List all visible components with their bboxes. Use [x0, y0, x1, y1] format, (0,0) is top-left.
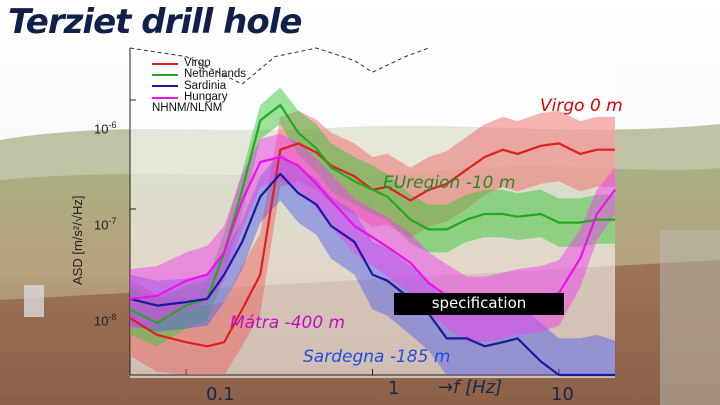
legend-item-nhnm: NHNM/NLNM: [152, 102, 246, 115]
y-axis-label: ASD [m/s²/√Hz]: [70, 195, 85, 285]
legend-swatch-hungary: [152, 96, 178, 99]
legend-label: Hungary: [184, 90, 228, 103]
annotation-euregion: EUregion -10 m: [383, 173, 516, 193]
series-line-virgo: [129, 142, 615, 348]
y-tick-exponent: -7: [108, 216, 117, 226]
legend-swatch-netherlands: [152, 73, 178, 76]
band-virgo: [130, 110, 615, 375]
series-line-sardinia: [129, 172, 615, 377]
annotation-matra: Mátra -400 m: [230, 313, 346, 333]
legend-label: NHNM/NLNM: [152, 102, 223, 115]
x-tick-label: 10: [551, 384, 574, 405]
y-tick-base: 10: [94, 313, 109, 329]
series-line-nhnm: [129, 47, 429, 85]
specification-label: specification: [394, 293, 564, 315]
y-tick-label: 10-8: [94, 312, 116, 328]
legend-label: Virgo: [184, 57, 211, 69]
chart-legend: Virgo Netherlands Sardinia Hungary NHNM/…: [152, 57, 247, 115]
slide-title: Terziet drill hole: [8, 2, 302, 42]
legend-label: Sardinia: [184, 79, 227, 92]
y-tick-label: 10-7: [94, 216, 116, 232]
y-tick-base: 10: [94, 121, 109, 137]
y-tick-base: 10: [94, 217, 109, 233]
legend-item-sardinia: Sardinia: [152, 79, 246, 92]
legend-swatch-virgo: [152, 62, 178, 65]
x-tick-label: 1: [388, 378, 400, 399]
x-axis-unit: →f [Hz]: [438, 377, 503, 398]
annotation-virgo: Virgo 0 m: [540, 96, 623, 116]
y-tick-label: 10-6: [94, 120, 116, 136]
legend-item-virgo: Virgo: [152, 57, 246, 69]
legend-item-hungary: Hungary: [152, 90, 246, 103]
legend-item-netherlands: Netherlands: [152, 68, 247, 81]
x-tick-label: 0.1: [206, 384, 235, 405]
annotation-sardegna: Sardegna -185 m: [303, 347, 451, 367]
legend-swatch-sardinia: [152, 85, 178, 88]
y-tick-exponent: -6: [108, 120, 117, 130]
y-tick-exponent: -8: [108, 312, 117, 322]
legend-label: Netherlands: [184, 68, 247, 81]
